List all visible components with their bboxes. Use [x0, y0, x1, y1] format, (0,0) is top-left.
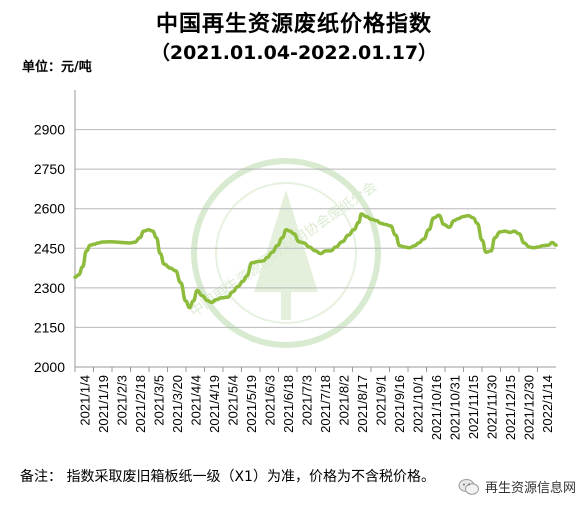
wechat-icon	[458, 478, 479, 495]
x-tick-label: 2021/10/31	[447, 375, 462, 440]
y-tick-label: 2000	[34, 359, 65, 375]
y-axis: 2000 2150 2300 2450 2600 2750 2900	[34, 90, 76, 375]
x-tick-label: 2021/5/19	[244, 375, 259, 433]
x-tick-label: 2021/9/16	[392, 375, 407, 433]
x-tick-label: 2022/1/14	[540, 375, 555, 433]
y-tick-label: 2900	[34, 122, 65, 138]
x-tick-label: 2021/1/4	[77, 375, 92, 426]
y-tick-label: 2450	[34, 240, 65, 256]
brand: 再生资源信息网	[458, 477, 576, 496]
x-tick-label: 2021/10/1	[410, 375, 425, 433]
x-tick-label: 2021/4/19	[207, 375, 222, 433]
x-tick-label: 2021/7/3	[299, 375, 314, 426]
brand-text: 再生资源信息网	[484, 481, 576, 496]
x-tick-label: 2021/9/1	[373, 375, 388, 426]
chart-subtitle: （2021.01.04-2022.01.17）	[150, 42, 438, 64]
x-tick-label: 2021/5/4	[225, 375, 240, 426]
x-tick-label: 2021/8/17	[355, 375, 370, 433]
x-tick-label: 2021/12/30	[521, 375, 536, 440]
x-axis: 2021/1/4 2021/1/19 2021/2/3 2021/2/18 2021/3…	[74, 367, 555, 440]
watermark-inner-circle	[215, 182, 357, 324]
footnote: 备注： 指数采取废旧箱板纸一级（X1）为准，价格为不含税价格。	[20, 469, 435, 485]
x-tick-label: 2021/11/15	[466, 375, 481, 439]
x-tick-label: 2021/12/15	[503, 375, 518, 440]
x-tick-label: 2021/2/18	[133, 375, 148, 433]
unit-label: 单位：元/吨	[22, 60, 92, 75]
x-tick-label: 2021/3/5	[151, 375, 166, 426]
watermark-circle	[191, 158, 381, 348]
watermark: 中国再生资源回收利用协会废纸分会	[187, 158, 381, 348]
y-tick-label: 2150	[34, 319, 65, 335]
y-tick-label: 2750	[34, 161, 65, 177]
watermark-trunk	[281, 290, 291, 320]
x-tick-label: 2021/4/4	[188, 375, 203, 426]
x-tick-label: 2021/6/3	[262, 375, 277, 426]
x-tick-label: 2021/2/3	[114, 375, 129, 426]
x-tick-label: 2021/8/2	[336, 375, 351, 426]
y-tick-label: 2600	[34, 201, 65, 217]
chart-title: 中国再生资源废纸价格指数	[155, 12, 432, 37]
x-tick-label: 2021/1/19	[96, 375, 111, 433]
x-tick-label: 2021/6/18	[281, 375, 296, 433]
y-tick-label: 2300	[34, 280, 65, 296]
series-line	[73, 212, 558, 310]
x-tick-label: 2021/3/20	[170, 375, 185, 433]
watermark-tree	[254, 190, 318, 292]
x-tick-label: 2021/11/30	[484, 375, 499, 439]
x-tick-label: 2021/7/18	[318, 375, 333, 433]
x-tick-label: 2021/10/16	[429, 375, 444, 440]
